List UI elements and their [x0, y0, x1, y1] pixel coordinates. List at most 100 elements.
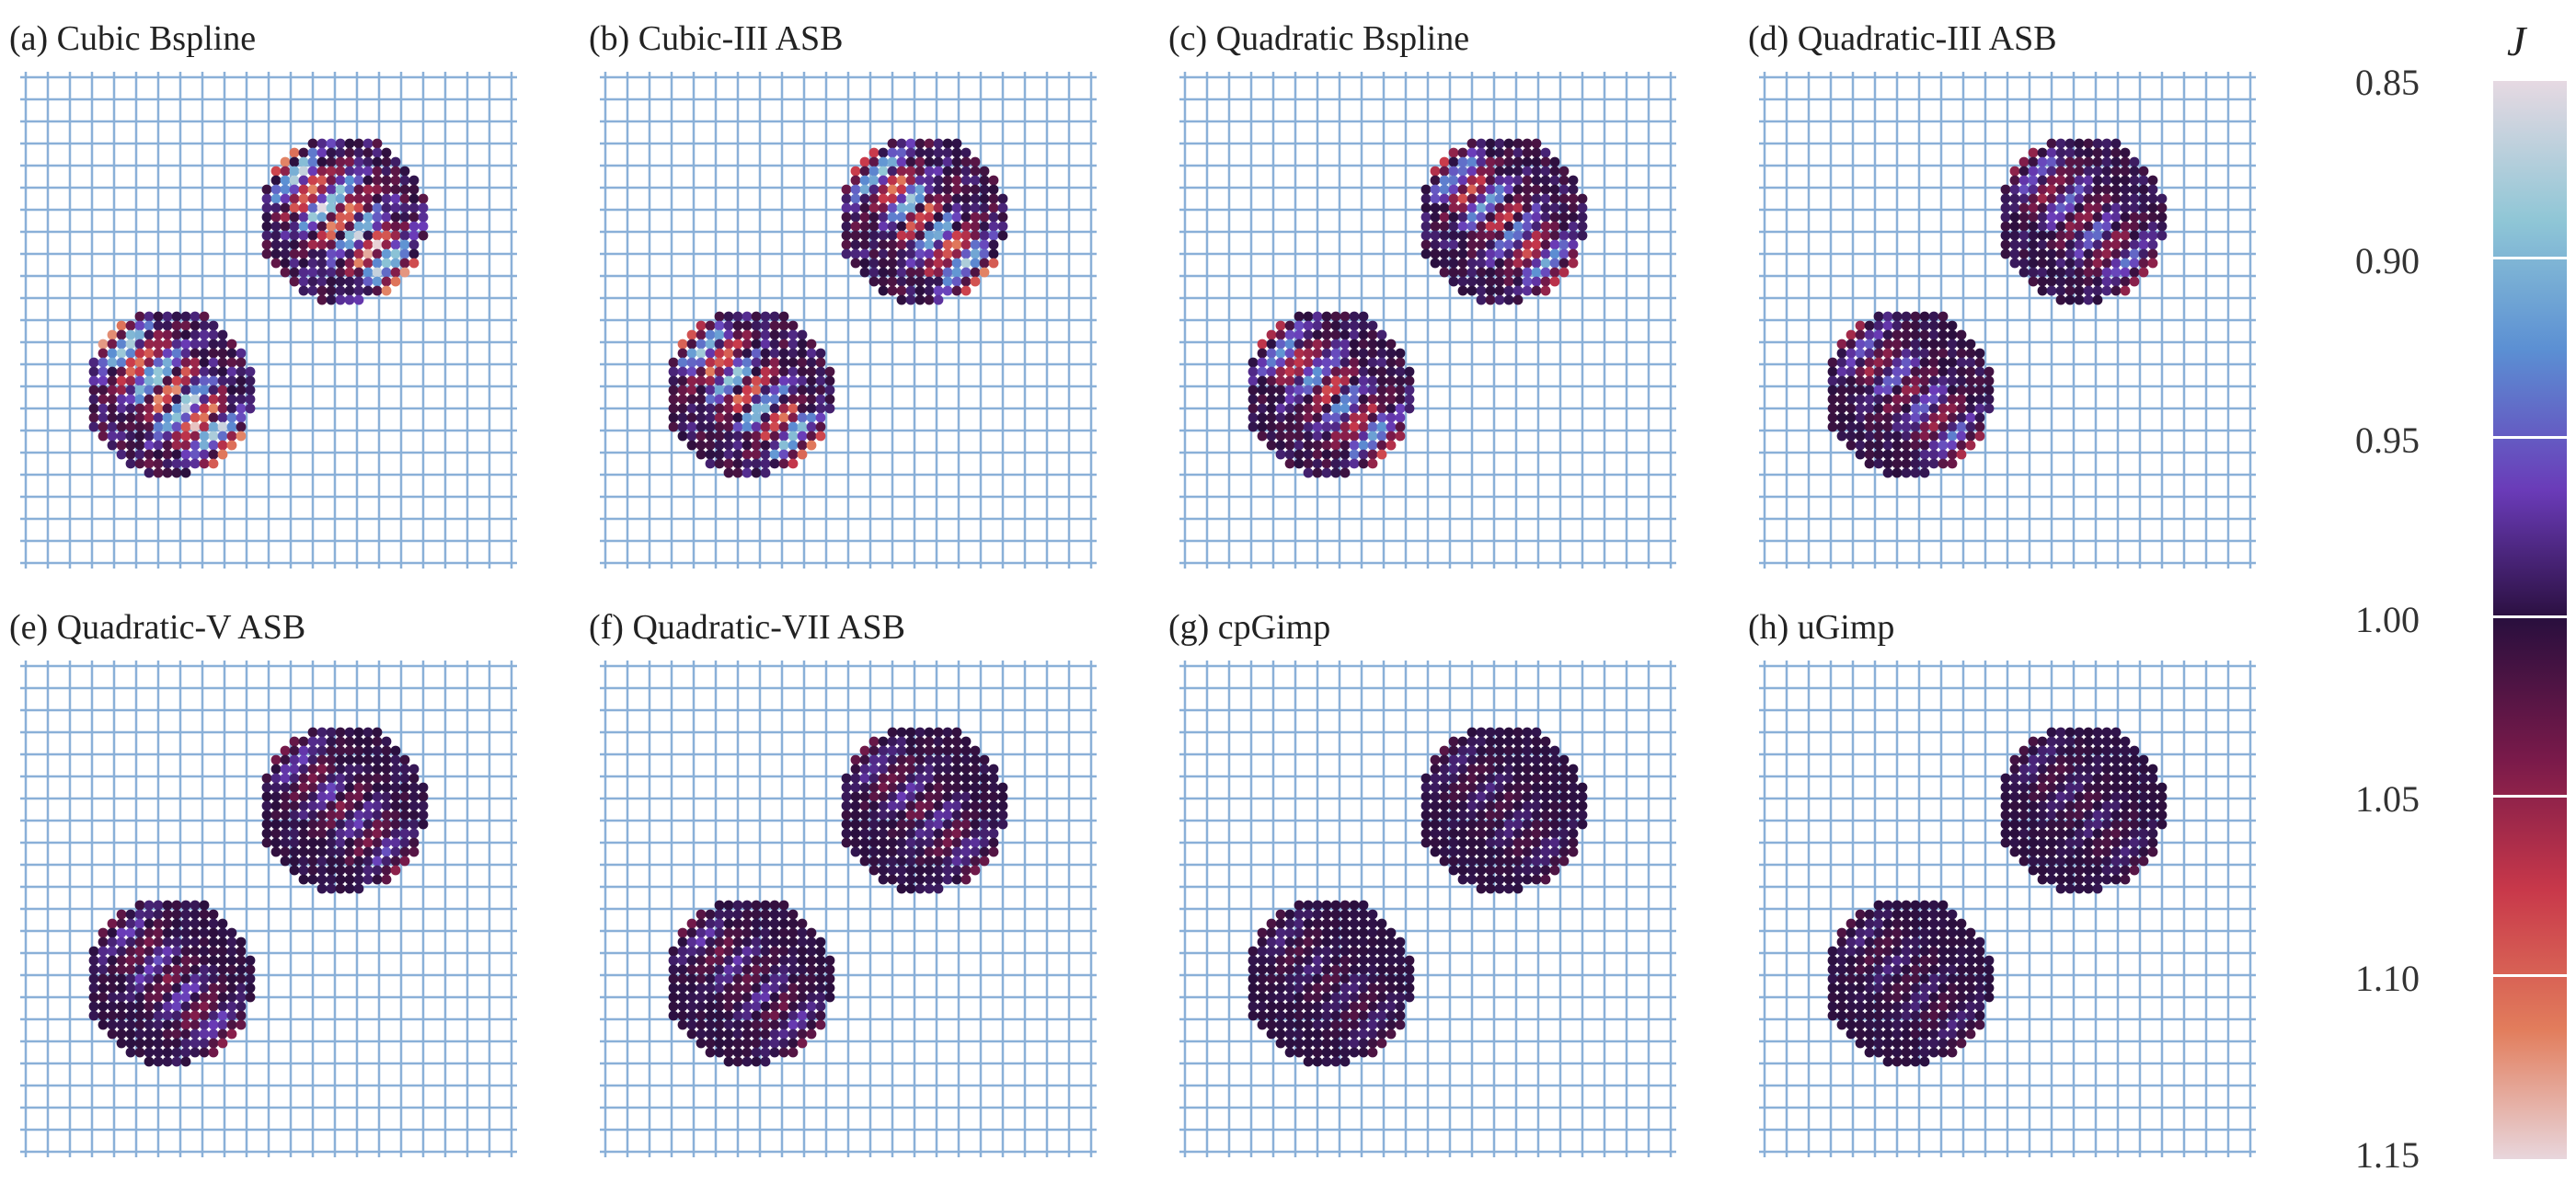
material-point	[1558, 819, 1570, 830]
material-point	[970, 800, 981, 811]
material-point	[344, 773, 355, 784]
material-point	[2147, 782, 2158, 793]
material-point	[760, 467, 771, 478]
material-point	[887, 138, 898, 149]
material-point	[1340, 412, 1351, 423]
material-point	[372, 837, 383, 848]
material-point	[107, 394, 118, 405]
material-point	[2055, 736, 2066, 747]
material-point	[1873, 412, 1884, 423]
material-point	[988, 202, 999, 213]
material-point	[1928, 458, 1939, 469]
material-point	[180, 909, 191, 920]
material-point	[1340, 375, 1351, 386]
material-point	[98, 1010, 109, 1021]
material-point	[2083, 764, 2094, 775]
material-point	[742, 440, 753, 451]
material-point	[2120, 773, 2131, 784]
material-point	[668, 403, 679, 414]
material-point	[261, 810, 272, 821]
material-point	[208, 909, 219, 920]
material-point	[1928, 936, 1939, 948]
material-point	[2129, 828, 2140, 839]
material-point	[824, 394, 835, 405]
material-point	[190, 1019, 201, 1030]
material-point	[751, 394, 762, 405]
material-point	[1376, 1010, 1387, 1021]
material-point	[399, 258, 410, 269]
material-point	[723, 1019, 734, 1030]
material-point	[1901, 394, 1912, 405]
material-point	[1540, 248, 1551, 259]
material-point	[723, 449, 734, 460]
material-point	[1974, 348, 1985, 359]
material-point	[1284, 1010, 1295, 1021]
material-point	[307, 819, 318, 830]
material-point	[815, 348, 826, 359]
material-point	[1275, 992, 1286, 1003]
material-point	[2064, 230, 2076, 241]
material-point	[714, 394, 725, 405]
material-point	[1340, 403, 1351, 414]
material-point	[381, 837, 392, 848]
material-point	[1846, 394, 1857, 405]
material-point	[408, 221, 420, 232]
material-point	[1882, 909, 1893, 920]
material-point	[1476, 147, 1487, 158]
material-point	[2064, 819, 2076, 830]
material-point	[2101, 773, 2112, 784]
material-point	[1330, 1028, 1341, 1040]
material-point	[1349, 431, 1360, 442]
material-point	[878, 248, 889, 259]
material-point	[1919, 403, 1930, 414]
material-point	[270, 212, 282, 223]
material-point	[924, 285, 935, 296]
material-point	[2028, 745, 2039, 756]
material-point	[1457, 147, 1468, 158]
material-point	[1367, 403, 1378, 414]
material-point	[942, 285, 953, 296]
material-point	[970, 782, 981, 793]
material-point	[418, 819, 429, 830]
material-point	[1395, 1019, 1406, 1030]
material-point	[760, 1056, 771, 1067]
material-point	[1386, 955, 1397, 966]
material-point	[751, 973, 762, 984]
material-point	[280, 828, 291, 839]
material-point	[116, 357, 127, 368]
material-point	[1430, 175, 1441, 186]
material-point	[778, 955, 789, 966]
material-point	[2046, 727, 2057, 738]
material-point	[171, 1038, 182, 1049]
material-point	[226, 964, 237, 975]
material-point	[1294, 992, 1305, 1003]
material-point	[859, 267, 870, 278]
material-point	[1358, 458, 1369, 469]
material-point	[1549, 810, 1560, 821]
material-point	[1358, 348, 1369, 359]
material-point	[125, 973, 136, 984]
material-point	[1294, 412, 1305, 423]
material-point	[1284, 339, 1295, 350]
material-point	[1522, 754, 1533, 765]
material-point	[217, 1038, 228, 1049]
material-point	[2046, 856, 2057, 867]
material-point	[1540, 276, 1551, 287]
panel-title: (h) uGimp	[1748, 608, 1895, 647]
material-point	[1321, 449, 1332, 460]
material-point	[2083, 156, 2094, 167]
material-point	[859, 800, 870, 811]
material-point	[1919, 385, 1930, 396]
material-point	[1358, 1047, 1369, 1058]
material-point	[1466, 874, 1478, 885]
material-point	[180, 357, 191, 368]
material-point	[153, 936, 164, 948]
material-point	[2147, 800, 2158, 811]
material-point	[116, 440, 127, 451]
material-point	[1974, 946, 1985, 957]
material-point	[1512, 230, 1524, 241]
material-point	[1386, 1010, 1397, 1021]
material-point	[1358, 431, 1369, 442]
material-point	[107, 366, 118, 377]
material-point	[199, 339, 210, 350]
